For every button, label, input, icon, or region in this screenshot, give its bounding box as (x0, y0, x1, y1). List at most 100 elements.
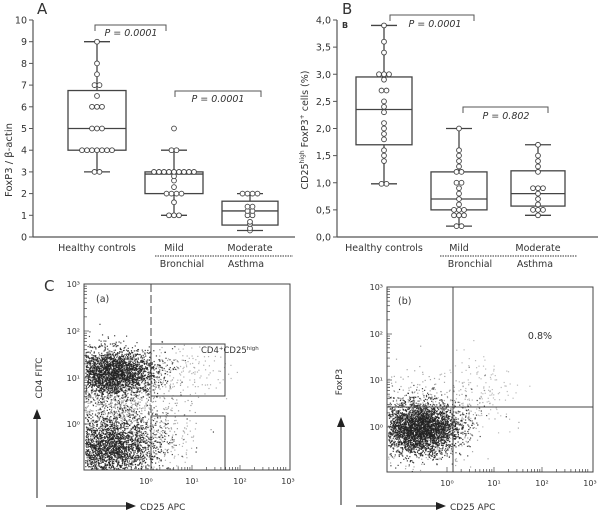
data-point (453, 179, 460, 186)
panel-b-cat-mild: Mild (449, 243, 469, 254)
panel-c-letter: C (44, 277, 54, 295)
panel-b-group-asthma: Asthma (517, 259, 553, 270)
panel-a-cat-healthy: Healthy controls (58, 243, 136, 254)
y-tick-label: 10³ (67, 280, 80, 289)
data-point (163, 190, 170, 197)
data-point (381, 22, 387, 29)
panel-b-boxes (355, 22, 566, 230)
data-point (173, 190, 180, 197)
y-tick-label: 10¹ (370, 376, 383, 385)
data-point (89, 103, 95, 110)
data-point (456, 212, 462, 219)
data-point (540, 207, 546, 213)
data-point (104, 147, 110, 154)
panel-c-a: C (a) CD4+CD25high 10⁰ 10¹ 10² 10³ 10⁰ 10¹ 10²… (33, 277, 295, 513)
data-point (381, 136, 387, 143)
data-point (166, 169, 172, 175)
y-tick-label: 10 (15, 16, 27, 27)
y-tick-label: 7 (21, 81, 27, 92)
data-point (173, 147, 180, 154)
x-tick-label: 10³ (583, 479, 596, 488)
panel-a-group-bronchial: Bronchial (160, 259, 204, 270)
y-tick-label: 8 (21, 59, 27, 70)
panel-a: A FoxP3 / β-actin 0 1 2 3 4 5 6 7 8 9 10 Healthy c… (4, 0, 295, 270)
data-point (383, 180, 390, 187)
panel-c-a-density (85, 323, 238, 471)
y-tick-label: 2,5 (316, 97, 331, 108)
y-tick-label: 10² (370, 330, 383, 339)
data-point (381, 49, 387, 56)
data-point (458, 223, 465, 230)
data-point (176, 169, 182, 175)
data-point (186, 169, 192, 175)
y-tick-label: 0,0 (316, 233, 331, 244)
data-point (249, 203, 256, 210)
panel-b-ylabel: CD25high FoxP3+ cells (%) (299, 70, 311, 189)
data-point (535, 158, 541, 164)
data-point (451, 207, 457, 213)
x-tick-label: 10⁰ (440, 479, 453, 488)
data-point (458, 179, 465, 186)
panel-a-boxes (67, 38, 279, 234)
box-2 (510, 141, 566, 219)
data-point (171, 169, 177, 175)
data-point (386, 71, 392, 78)
data-point (178, 190, 185, 197)
data-point (381, 120, 387, 126)
data-point (383, 87, 390, 94)
panel-b-p2: P = 0.802 (483, 111, 530, 122)
data-point (168, 147, 175, 154)
panel-c-a-tag: (a) (96, 294, 109, 305)
panel-b-letter: B (342, 0, 352, 18)
box-0 (67, 38, 127, 175)
data-point (376, 71, 382, 78)
panel-b-cat-healthy: Healthy controls (345, 243, 423, 254)
data-point (381, 152, 387, 159)
panel-b-cat-moderate: Moderate (515, 243, 560, 254)
data-point (456, 163, 462, 170)
data-point (456, 152, 462, 159)
data-point (171, 125, 177, 132)
data-point (381, 158, 387, 164)
y-tick-label: 3,5 (316, 43, 331, 54)
data-point (249, 190, 256, 197)
y-tick-label: 0,5 (316, 205, 331, 216)
y-tick-label: 4 (21, 146, 27, 157)
data-point (79, 147, 85, 154)
data-point (91, 82, 98, 88)
data-point (456, 201, 462, 208)
data-point (94, 125, 100, 132)
y-tick-label: 9 (21, 37, 27, 48)
x-tick-label: 10³ (281, 477, 294, 486)
data-point (94, 60, 100, 67)
data-point (109, 147, 115, 154)
data-point (530, 207, 536, 213)
y-tick-label: 5 (21, 124, 27, 135)
panel-c-a-xlabel: CD25 APC (140, 503, 185, 513)
data-point (171, 199, 177, 206)
data-point (171, 184, 177, 190)
data-point (535, 169, 541, 175)
box-0 (355, 22, 413, 187)
data-point (244, 190, 251, 197)
panel-a-ylabel: FoxP3 / β-actin (4, 123, 15, 197)
data-point (535, 141, 541, 148)
y-tick-label: 6 (21, 102, 27, 113)
panel-a-yaxis: 0 1 2 3 4 5 6 7 8 9 10 (15, 16, 33, 244)
y-tick-label: 3,0 (316, 70, 331, 81)
data-point (378, 180, 385, 187)
arrow-right-icon (126, 502, 136, 510)
y-tick-label: 10⁰ (67, 420, 80, 429)
y-tick-label: 0 (21, 233, 27, 244)
data-point (381, 109, 387, 116)
panel-b-inner-letter: B (342, 21, 348, 30)
panel-b-group-bronchial: Bronchial (448, 259, 492, 270)
data-point (535, 196, 541, 202)
data-point (535, 185, 541, 192)
y-tick-label: 10² (67, 327, 80, 336)
data-point (540, 185, 546, 192)
data-point (171, 212, 177, 219)
data-point (381, 131, 387, 137)
data-point (168, 190, 175, 197)
